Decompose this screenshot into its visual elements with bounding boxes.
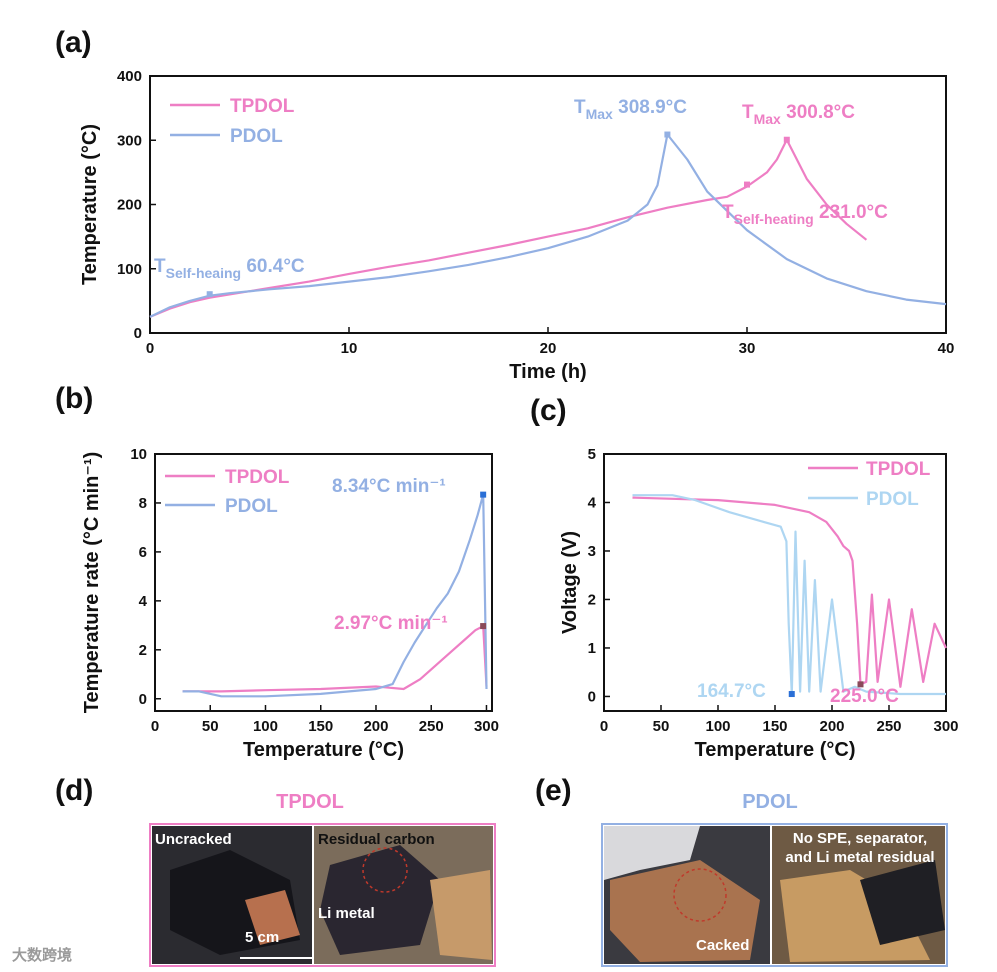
x-tick-label: 250 xyxy=(419,718,444,735)
annotation-marker xyxy=(480,623,487,630)
photo-e-glove xyxy=(604,826,700,880)
series-line-tpdol xyxy=(632,496,947,688)
annotation-label: TMax 308.9°C xyxy=(574,97,687,122)
panel-letter-c: (c) xyxy=(530,394,567,427)
legend-label-pdol: PDOL xyxy=(230,126,283,147)
photo-d-residual-carbon-label: Residual carbon xyxy=(318,831,435,848)
x-tick-label: 0 xyxy=(146,340,154,357)
x-tick-label: 300 xyxy=(474,718,499,735)
photo-d-uncracked-label: Uncracked xyxy=(155,831,232,848)
photo-d-foil-right xyxy=(430,870,492,960)
panel-letter-a: (a) xyxy=(55,26,92,59)
x-tick-label: 20 xyxy=(540,340,557,357)
plot-frame xyxy=(154,453,493,712)
annotation-label: 164.7°C xyxy=(697,681,766,702)
y-axis-title: Voltage (V) xyxy=(559,531,581,634)
panel-letter-d: (d) xyxy=(55,774,93,807)
annotation-label: TMax 300.8°C xyxy=(742,102,855,127)
watermark: 大数跨境 xyxy=(12,946,72,964)
y-axis-title: Temperature rate (°C min⁻¹) xyxy=(81,452,103,714)
photo-d-circle xyxy=(362,847,408,893)
y-axis-title: Temperature (°C) xyxy=(79,124,101,285)
photo-e-residue xyxy=(860,860,945,945)
x-tick-label: 200 xyxy=(363,718,388,735)
photo-d-cell-right xyxy=(320,845,440,955)
x-tick-label: 100 xyxy=(705,718,730,735)
x-tick-label: 200 xyxy=(819,718,844,735)
photo-e-cracked-label: Cacked xyxy=(696,937,749,954)
chart-c: 0 50 100 150 200 250 300 0 1 2 3 4 5 Temperature (°C)… xyxy=(559,446,959,761)
series-line-pdol xyxy=(149,133,947,318)
annotation-label: 8.34°C min⁻¹ xyxy=(332,476,446,497)
photo-e-title: PDOL xyxy=(742,791,798,813)
y-tick-label: 100 xyxy=(117,261,142,278)
photo-d-copper-left xyxy=(245,890,300,945)
annotation-marker xyxy=(206,291,213,298)
x-tick-label: 100 xyxy=(253,718,278,735)
y-tick-label: 200 xyxy=(117,197,142,214)
x-tick-label: 30 xyxy=(739,340,756,357)
annotation-label: TSelf-heaing 60.4°C xyxy=(154,256,305,281)
photo-e-copper xyxy=(610,860,760,962)
annotation-marker xyxy=(664,131,671,138)
legend-label-pdol: PDOL xyxy=(866,489,919,510)
photo-d-li-metal-label: Li metal xyxy=(318,905,375,922)
y-tick-label: 8 xyxy=(139,495,147,512)
x-axis-title: Time (h) xyxy=(509,361,586,383)
y-tick-label: 0 xyxy=(588,688,596,705)
panel-letter-e: (e) xyxy=(535,774,572,807)
photo-e-residue-line1: No SPE, separator, xyxy=(793,830,927,847)
annotation-marker xyxy=(788,691,795,698)
photo-e-circle xyxy=(673,868,727,922)
x-axis-title: Temperature (°C) xyxy=(243,739,404,761)
x-axis-title: Temperature (°C) xyxy=(695,739,856,761)
x-tick-label: 0 xyxy=(600,718,608,735)
y-tick-label: 6 xyxy=(139,544,147,561)
x-tick-label: 0 xyxy=(151,718,159,735)
y-tick-label: 4 xyxy=(588,494,597,511)
annotation-marker xyxy=(480,491,487,498)
annotation-marker xyxy=(744,181,750,188)
x-tick-label: 10 xyxy=(341,340,358,357)
y-tick-label: 4 xyxy=(139,593,148,610)
y-tick-label: 300 xyxy=(117,132,142,149)
series-line-pdol xyxy=(182,493,488,698)
annotation-marker xyxy=(783,136,790,143)
y-tick-label: 10 xyxy=(130,446,147,463)
y-tick-label: 5 xyxy=(588,446,596,463)
x-tick-label: 150 xyxy=(308,718,333,735)
annotation-label: TSelf-heating 231.0°C xyxy=(722,202,888,227)
y-tick-label: 1 xyxy=(588,640,596,657)
legend-label-tpdol: TPDOL xyxy=(866,459,931,480)
photo-e-residue-line2: and Li metal residual xyxy=(785,849,934,866)
series-line-pdol xyxy=(632,494,946,696)
y-tick-label: 400 xyxy=(117,68,142,85)
x-tick-label: 50 xyxy=(653,718,670,735)
photo-d-scale-label: 5 cm xyxy=(245,929,279,946)
y-tick-label: 3 xyxy=(588,543,596,560)
panel-letter-b: (b) xyxy=(55,382,93,415)
legend-label-tpdol: TPDOL xyxy=(225,467,290,488)
y-tick-label: 2 xyxy=(588,591,596,608)
y-tick-label: 2 xyxy=(139,642,147,659)
y-tick-label: 0 xyxy=(134,325,142,342)
annotation-label: 2.97°C min⁻¹ xyxy=(334,613,448,634)
photo-e: Cacked No SPE, separator, and Li metal r… xyxy=(601,823,948,967)
annotation-label: 225.0°C xyxy=(830,686,899,707)
x-tick-label: 150 xyxy=(762,718,787,735)
chart-b: 0 50 100 150 200 250 300 0 2 4 6 8 10 Temperature (°C… xyxy=(81,446,499,761)
x-tick-label: 250 xyxy=(876,718,901,735)
series-line-tpdol xyxy=(182,624,488,693)
legend-label-pdol: PDOL xyxy=(225,496,278,517)
y-tick-label: 0 xyxy=(139,691,147,708)
x-tick-label: 50 xyxy=(202,718,219,735)
annotation-marker xyxy=(857,681,864,688)
x-tick-label: 300 xyxy=(933,718,958,735)
photo-d: Uncracked Residual carbon Li metal 5 cm xyxy=(149,823,496,967)
x-tick-label: 40 xyxy=(938,340,955,357)
photo-d-title: TPDOL xyxy=(276,791,344,813)
legend-label-tpdol: TPDOL xyxy=(230,96,295,117)
